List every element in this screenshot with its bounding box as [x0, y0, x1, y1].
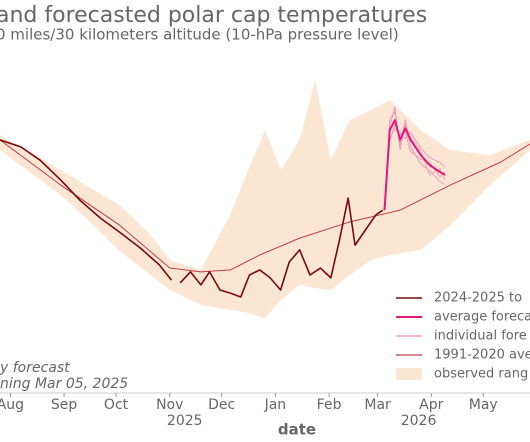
x-axis-label: date — [278, 421, 316, 439]
legend-label: observed rang — [434, 367, 528, 382]
x-tick-label: Jan — [264, 397, 287, 413]
annotation: y forecast — [0, 360, 70, 376]
legend-label: 2024-2025 to — [434, 291, 522, 306]
series-line — [0, 139, 384, 298]
year-label: 2025 — [167, 413, 203, 429]
year-label: 2026 — [401, 413, 437, 429]
forecast-member-line — [384, 106, 446, 211]
x-tick-label: Oct — [104, 397, 129, 413]
x-tick-label: Dec — [208, 397, 235, 413]
legend-label: individual fore — [434, 329, 527, 344]
x-tick-label: Aug — [0, 397, 24, 413]
x-tick-label: Mar — [364, 397, 391, 413]
x-tick-label: Apr — [419, 397, 443, 413]
series-line — [383, 119, 446, 211]
legend-label: average foreca — [434, 310, 530, 325]
x-tick-label: Sep — [51, 397, 78, 413]
chart-title: and forecasted polar cap temperatures — [0, 3, 427, 28]
x-tick-label: Nov — [156, 397, 183, 413]
x-tick-label: Feb — [317, 397, 342, 413]
observed-range-band — [0, 80, 530, 318]
plot-area — [0, 80, 530, 318]
legend-swatch — [396, 368, 422, 380]
series-line — [0, 139, 530, 273]
x-tick-label: May — [469, 397, 498, 413]
annotation: ning Mar 05, 2025 — [0, 376, 128, 392]
legend-label: 1991-2020 ave — [434, 348, 530, 363]
chart-subtitle: 0 miles/30 kilometers altitude (10-hPa p… — [0, 26, 399, 44]
